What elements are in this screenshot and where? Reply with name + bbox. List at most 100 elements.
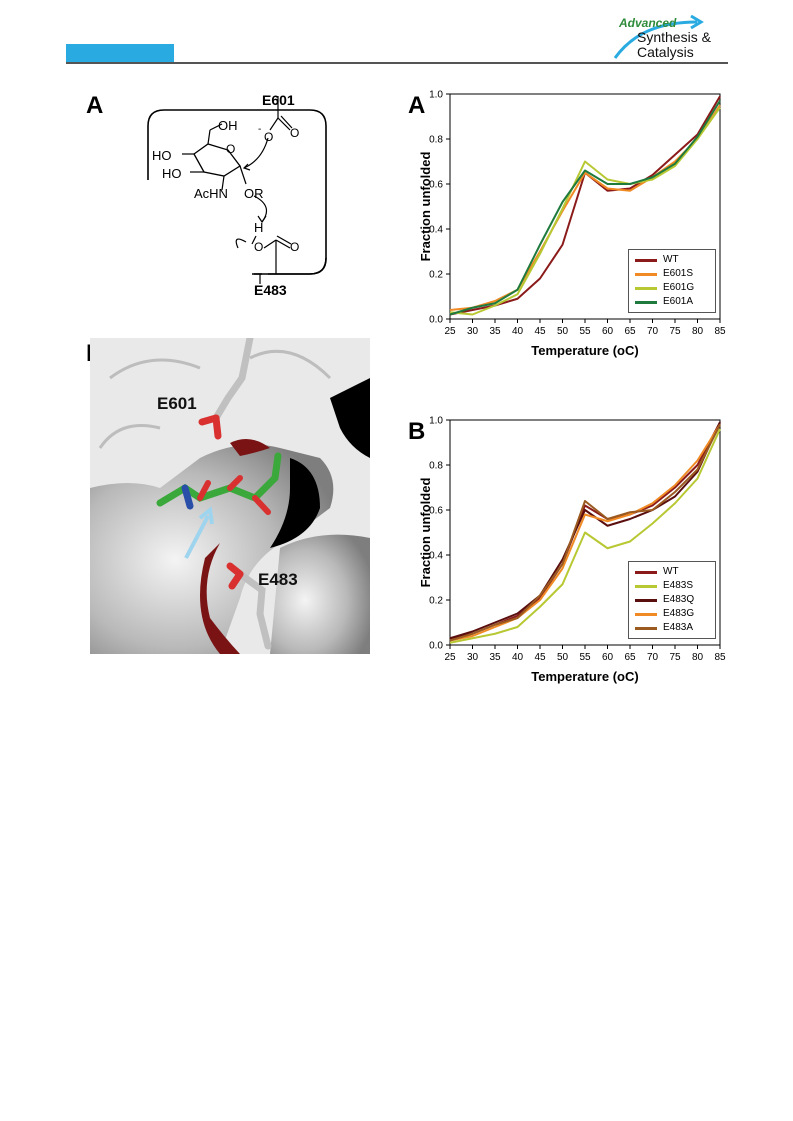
legend-label: E483Q xyxy=(663,594,695,605)
x-tick-label: 65 xyxy=(624,326,636,337)
active-site-structure: E601 E483 xyxy=(90,338,370,654)
legend-entry: E601A xyxy=(629,295,715,309)
legend-swatch xyxy=(635,585,657,588)
logo-swoosh-icon xyxy=(613,14,704,59)
legend-entry: WT xyxy=(629,253,715,267)
y-tick-label: 0.8 xyxy=(429,461,443,472)
legend-swatch xyxy=(635,571,657,574)
series-line-e483a xyxy=(449,424,721,642)
x-tick-label: 75 xyxy=(669,652,681,663)
header-accent-bar xyxy=(66,44,174,63)
legend-entry: E483G xyxy=(629,607,715,621)
x-tick-label: 25 xyxy=(444,326,456,337)
legend-entry: E483Q xyxy=(629,593,715,607)
scheme-label-e483: E483 xyxy=(254,282,287,298)
x-tick-label: 80 xyxy=(692,652,704,663)
chart-svg: 25 30 35 40 45 50 55 60 65 70 75 80 85 0.0 0.2 0.4 0.6 0.… xyxy=(420,416,726,685)
y-tick-label: 0.0 xyxy=(429,641,443,652)
legend-entry: E483S xyxy=(629,579,715,593)
x-tick-label: 40 xyxy=(512,652,524,663)
chart-legend: WT E601S E601G E601A xyxy=(628,249,716,313)
legend-swatch xyxy=(635,599,657,602)
x-tick-label: 85 xyxy=(714,326,726,337)
y-axis-label: Fraction unfolded xyxy=(420,152,433,262)
legend-label: E601S xyxy=(663,268,694,279)
legend-label: E483S xyxy=(663,580,694,591)
y-tick-label: 0.4 xyxy=(429,551,443,562)
panel-label-right-a: A xyxy=(408,92,426,119)
x-tick-label: 50 xyxy=(557,652,569,663)
x-tick-label: 45 xyxy=(534,652,546,663)
legend-entry: E601G xyxy=(629,281,715,295)
series-line-e483g xyxy=(449,423,721,642)
y-tick-label: 0.6 xyxy=(429,180,443,191)
x-tick-label: 70 xyxy=(647,652,659,663)
legend-label: WT xyxy=(663,254,679,265)
scheme-oh: OH xyxy=(218,118,238,133)
x-tick-label: 25 xyxy=(444,652,456,663)
x-tick-label: 75 xyxy=(669,326,681,337)
scheme-o-charge: - xyxy=(258,124,262,135)
logo-brand-word: Advanced xyxy=(619,16,677,30)
legend-label: E483G xyxy=(663,608,695,619)
x-tick-label: 30 xyxy=(467,652,479,663)
y-tick-label: 0.0 xyxy=(429,315,443,326)
scheme-o-upper-2: O xyxy=(290,126,300,140)
series-line-e601a xyxy=(449,100,721,316)
scheme-achn: AcHN xyxy=(194,186,228,201)
melting-curve-chart-b: 25 30 35 40 45 50 55 60 65 70 75 80 85 0.0 0.2 0.4 0.6 0.… xyxy=(420,414,730,714)
x-tick-label: 85 xyxy=(714,652,726,663)
legend-swatch xyxy=(635,627,657,630)
x-tick-label: 60 xyxy=(602,652,614,663)
logo-title-line2: Catalysis xyxy=(637,44,694,60)
legend-label: E601A xyxy=(663,296,694,307)
series-line-e601s xyxy=(449,104,721,311)
y-tick-label: 0.6 xyxy=(429,506,443,517)
scheme-or: OR xyxy=(244,186,264,201)
x-axis-label: Temperature (oC) xyxy=(531,343,638,358)
structure-label-e601: E601 xyxy=(157,394,197,413)
x-tick-label: 50 xyxy=(557,326,569,337)
series-line-e601g xyxy=(449,106,721,316)
x-tick-label: 70 xyxy=(647,326,659,337)
mechanism-scheme: E601 E483 OH HO HO O AcHN OR H O - O O O xyxy=(140,88,340,298)
x-tick-label: 80 xyxy=(692,326,704,337)
legend-entry: E483A xyxy=(629,621,715,635)
y-tick-label: 0.4 xyxy=(429,225,443,236)
scheme-o-lower-2: O xyxy=(290,240,300,254)
legend-label: E483A xyxy=(663,622,694,633)
mechanism-scheme-drawing xyxy=(147,96,327,284)
legend-entry: E601S xyxy=(629,267,715,281)
chart-svg: 25 30 35 40 45 50 55 60 65 70 75 80 85 0.0 0.2 0.4 0.6 0.… xyxy=(420,90,726,359)
y-axis-label: Fraction unfolded xyxy=(420,478,433,588)
scheme-o-lower: O xyxy=(254,240,264,254)
x-tick-label: 65 xyxy=(624,652,636,663)
panel-label-right-b: B xyxy=(408,418,426,445)
header-rule xyxy=(66,62,728,64)
x-tick-label: 30 xyxy=(467,326,479,337)
series-line-e483q xyxy=(449,421,721,640)
scheme-ho-2: HO xyxy=(162,166,182,181)
legend-entry: WT xyxy=(629,565,715,579)
logo-title-line1: Synthesis & xyxy=(637,29,711,45)
panel-label-left-a: A xyxy=(86,92,104,119)
x-tick-label: 55 xyxy=(579,652,591,663)
x-tick-label: 35 xyxy=(489,652,501,663)
x-axis-label: Temperature (oC) xyxy=(531,669,638,684)
scheme-label-e601: E601 xyxy=(262,92,295,108)
legend-swatch xyxy=(635,613,657,616)
legend-swatch xyxy=(635,287,657,290)
journal-logo: Advanced Synthesis & Catalysis xyxy=(605,10,735,62)
scheme-o-upper: O xyxy=(264,130,274,144)
y-tick-label: 1.0 xyxy=(429,416,443,427)
y-tick-label: 0.2 xyxy=(429,270,443,281)
legend-swatch xyxy=(635,273,657,276)
x-tick-label: 35 xyxy=(489,326,501,337)
legend-label: WT xyxy=(663,566,679,577)
scheme-ring-o: O xyxy=(226,142,236,156)
y-tick-label: 0.2 xyxy=(429,596,443,607)
melting-curve-chart-a: 25 30 35 40 45 50 55 60 65 70 75 80 85 0.0 0.2 0.4 0.6 0.… xyxy=(420,88,730,388)
series-line-e483s xyxy=(449,428,721,644)
legend-swatch xyxy=(635,301,657,304)
x-tick-label: 40 xyxy=(512,326,524,337)
